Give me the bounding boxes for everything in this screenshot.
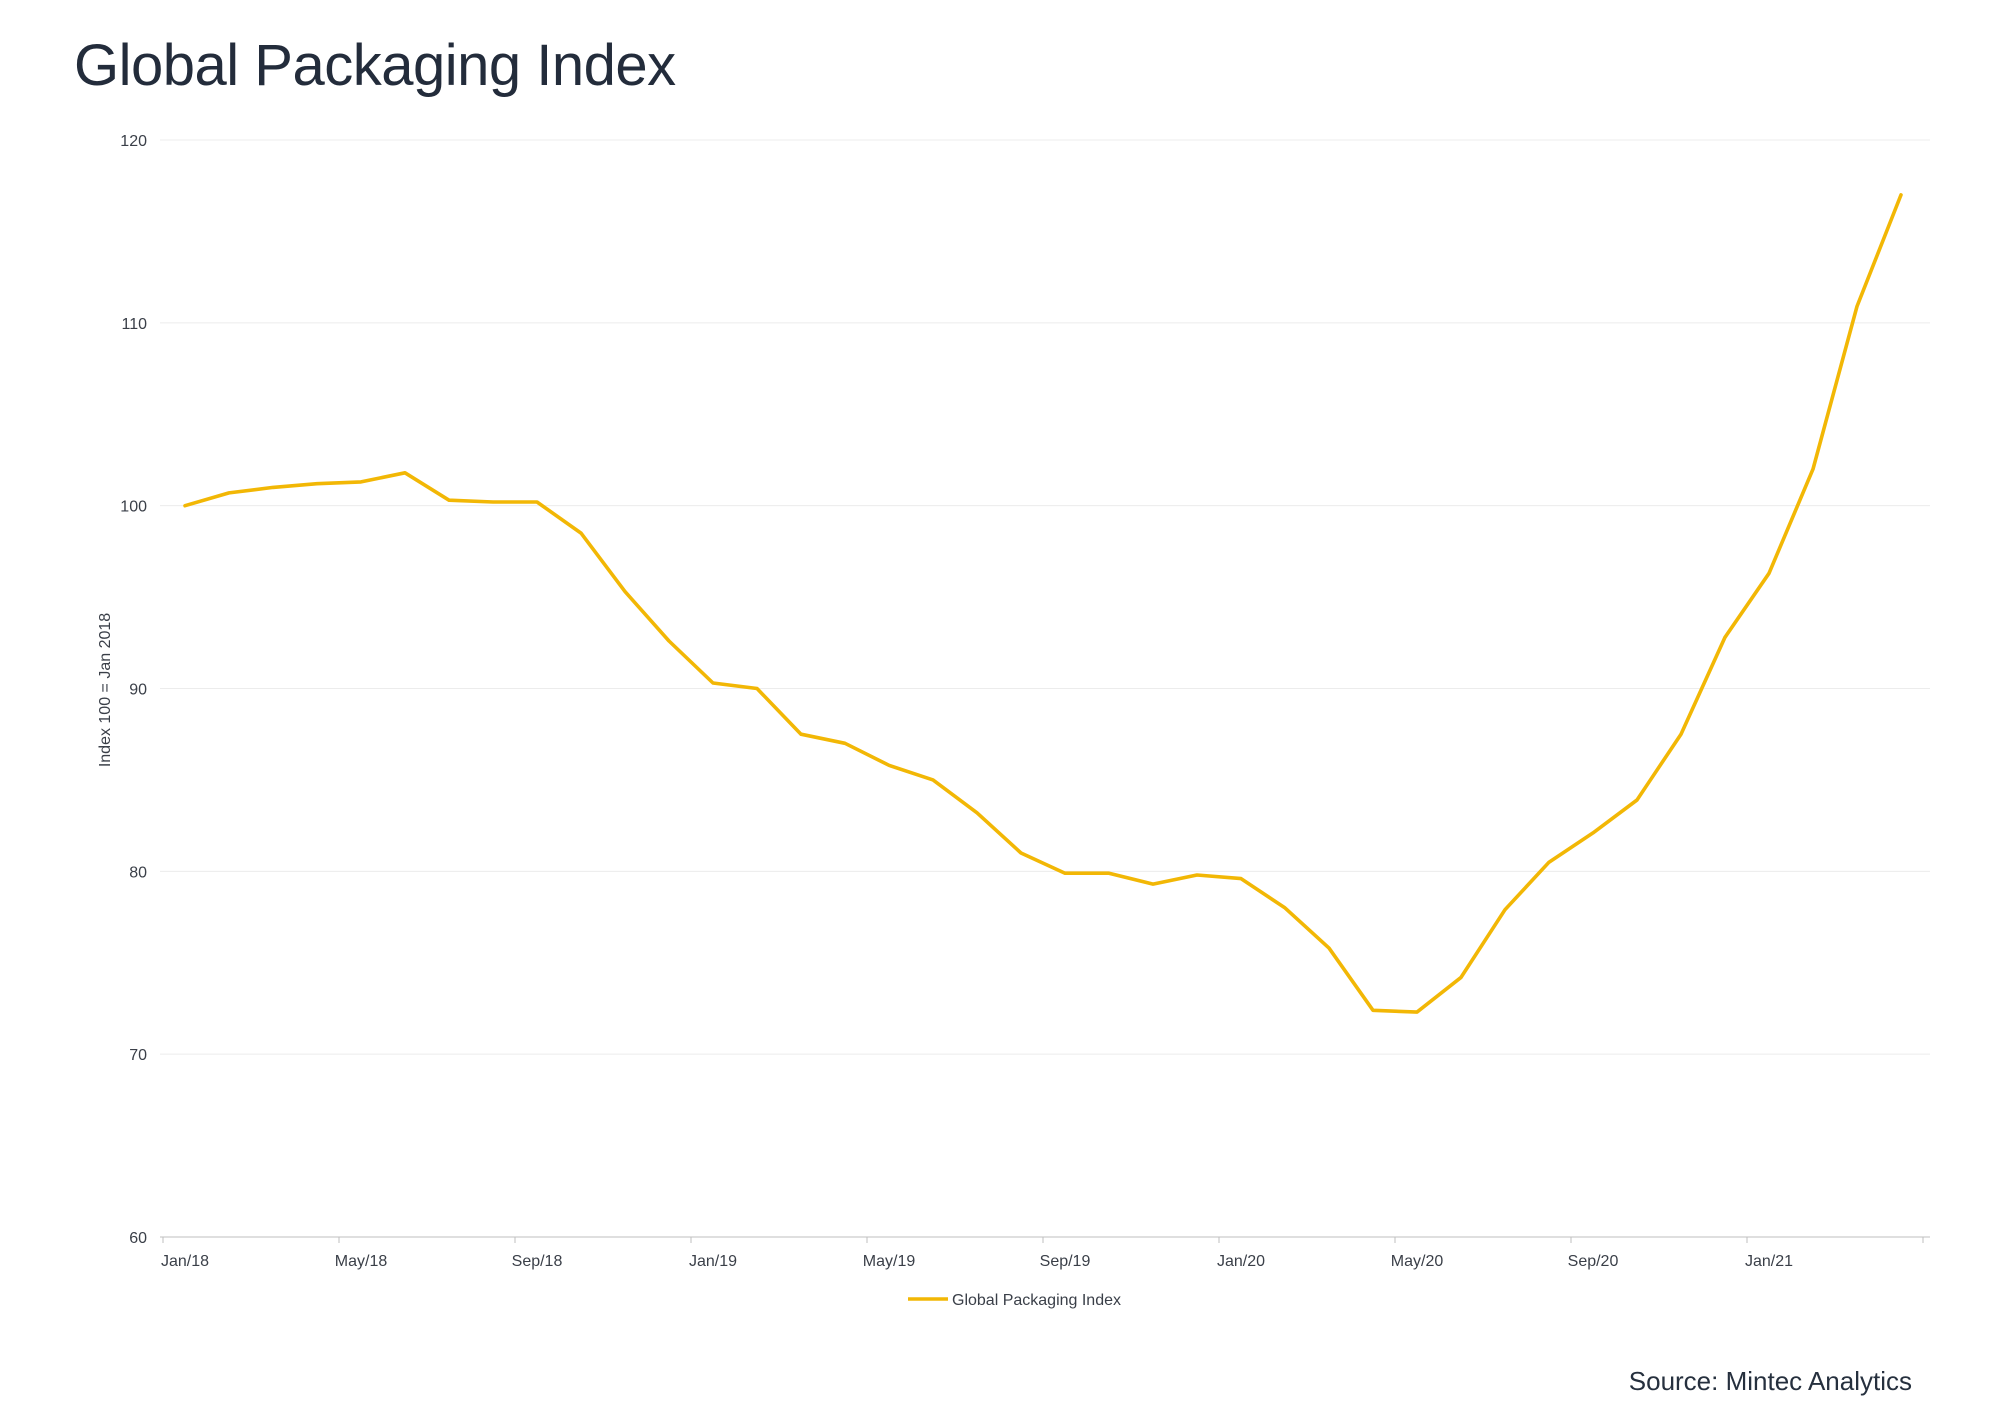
page-title: Global Packaging Index bbox=[74, 33, 676, 98]
series-line-global-packaging-index bbox=[183, 193, 1903, 1014]
y-tick-label: 120 bbox=[120, 133, 147, 150]
legend-label: Global Packaging Index bbox=[952, 1292, 1121, 1309]
x-tick-label: Jan/21 bbox=[1745, 1253, 1793, 1270]
x-tick-label: May/19 bbox=[863, 1253, 916, 1270]
x-tick-label: Jan/18 bbox=[161, 1253, 209, 1270]
x-tick-label: Sep/18 bbox=[512, 1253, 563, 1270]
gridlines bbox=[160, 139, 1930, 1055]
x-tick-label: May/20 bbox=[1391, 1253, 1444, 1270]
y-tick-label: 90 bbox=[129, 682, 147, 699]
x-tick-label: Jan/19 bbox=[689, 1253, 737, 1270]
legend[interactable]: Global Packaging Index bbox=[908, 1292, 1121, 1309]
y-tick-label: 110 bbox=[121, 316, 147, 333]
x-tick-label: Jan/20 bbox=[1217, 1253, 1265, 1270]
y-tick-label: 80 bbox=[129, 864, 147, 881]
x-tick-label: Sep/19 bbox=[1040, 1253, 1091, 1270]
source-note: Source: Mintec Analytics bbox=[1628, 1366, 1912, 1396]
series-layer bbox=[183, 193, 1903, 1014]
y-axis-label: Index 100 = Jan 2018 bbox=[97, 613, 114, 767]
y-axis-ticks: 60 70 80 90 100 110 120 bbox=[120, 133, 147, 1247]
y-tick-label: 100 bbox=[120, 499, 147, 516]
y-tick-label: 60 bbox=[129, 1230, 147, 1247]
x-tick-label: Sep/20 bbox=[1568, 1253, 1619, 1270]
y-tick-label: 70 bbox=[129, 1047, 147, 1064]
x-axis-ticks: Jan/18 May/18 Sep/18 Jan/19 May/19 Sep/19 Jan/… bbox=[161, 1237, 1924, 1270]
x-tick-label: May/18 bbox=[335, 1253, 388, 1270]
